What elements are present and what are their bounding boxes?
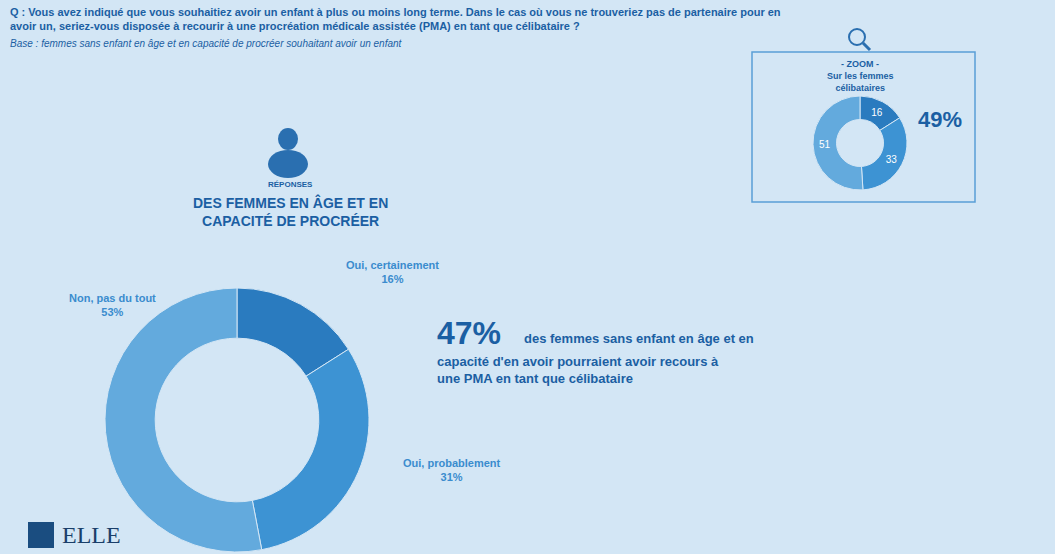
svg-text:des femmes sans enfant en âge: des femmes sans enfant en âge et en (524, 331, 754, 346)
svg-text:51: 51 (819, 139, 831, 150)
svg-text:Non, pas du tout53%: Non, pas du tout53% (69, 292, 156, 318)
svg-text:DES FEMMES EN ÂGE ET ENCAPACIT: DES FEMMES EN ÂGE ET ENCAPACITÉ DE PROCR… (193, 194, 388, 229)
svg-text:47%: 47% (437, 315, 501, 351)
svg-text:49%: 49% (918, 107, 962, 132)
svg-text:- ZOOM -: - ZOOM - (841, 59, 879, 69)
svg-text:Base : femmes sans enfant en â: Base : femmes sans enfant en âge et en c… (10, 38, 403, 49)
svg-text:ELLE: ELLE (62, 522, 121, 548)
svg-text:16: 16 (871, 107, 883, 118)
svg-text:RÉPONSES: RÉPONSES (268, 180, 313, 189)
svg-text:Q : Vous avez indiqué que vous: Q : Vous avez indiqué que vous souhaitie… (10, 6, 781, 32)
svg-text:Sur les femmescélibataires: Sur les femmescélibataires (827, 71, 894, 93)
svg-text:Oui, certainement16%: Oui, certainement16% (346, 259, 439, 285)
svg-text:capacité d'en avoir pourraient: capacité d'en avoir pourraient avoir rec… (437, 354, 719, 386)
svg-text:Oui, probablement31%: Oui, probablement31% (403, 457, 501, 483)
svg-text:33: 33 (886, 154, 898, 165)
